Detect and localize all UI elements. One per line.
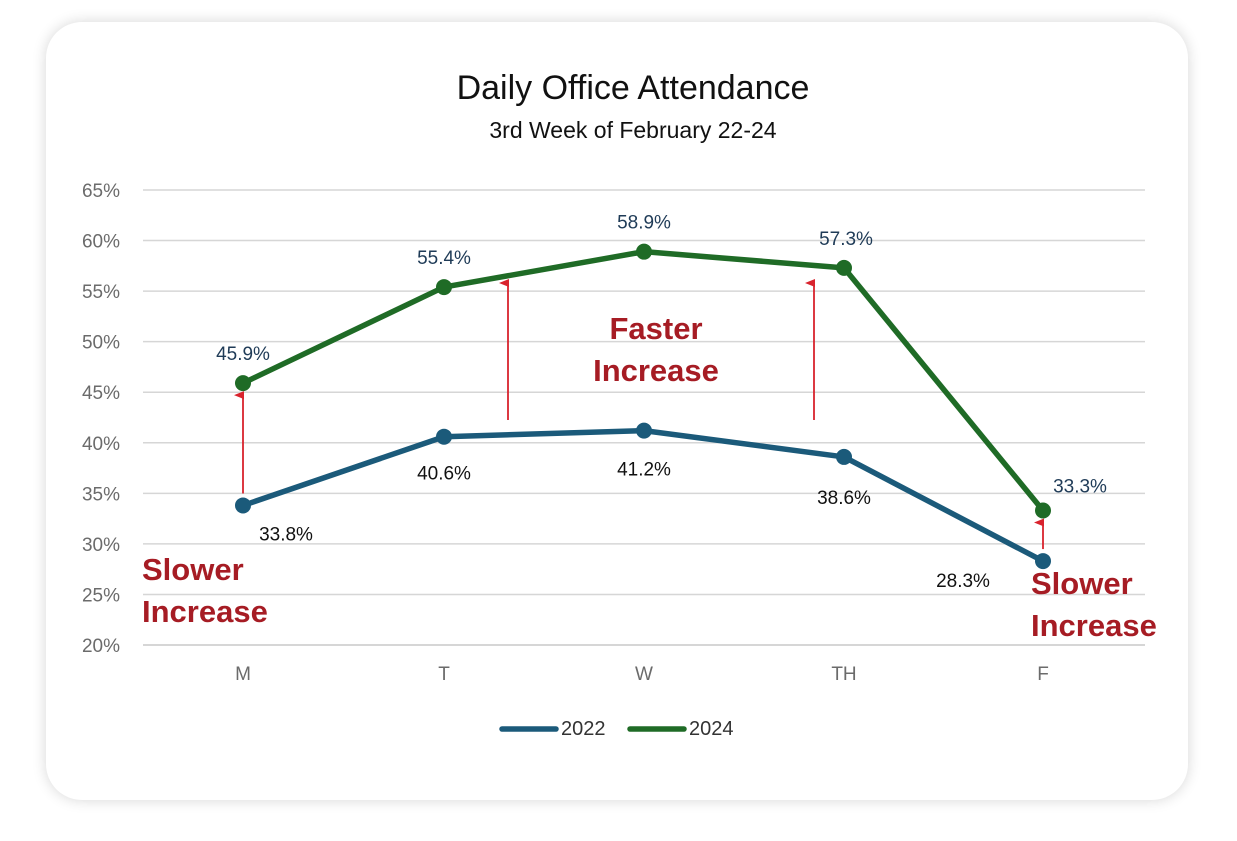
data-label-2022: 38.6% — [817, 488, 871, 509]
callout-middle-line1: Faster — [609, 311, 702, 346]
y-tick-label: 40% — [82, 434, 120, 455]
callout-middle: Faster Increase — [593, 311, 719, 388]
callout-middle-line2: Increase — [593, 353, 719, 388]
x-tick-label: W — [635, 664, 653, 685]
legend-label-2024: 2024 — [689, 718, 734, 740]
series-group — [235, 243, 1051, 570]
y-tick-label: 45% — [82, 383, 120, 404]
x-axis: M T W TH F — [235, 664, 1049, 685]
x-tick-label: T — [438, 664, 450, 685]
y-axis: 20% 25% 30% 35% 40% 45% 50% 55% 60% 65% — [82, 181, 120, 657]
legend: 2022 2024 — [499, 718, 734, 740]
callout-left-line1: Slower — [142, 552, 244, 587]
callout-right: Slower Increase — [1031, 566, 1157, 643]
data-label-2024: 45.9% — [216, 344, 270, 365]
data-point-2024 — [1035, 502, 1051, 519]
data-label-2022: 41.2% — [617, 460, 671, 481]
data-point-2022 — [1035, 553, 1051, 570]
callout-left-line2: Increase — [142, 594, 268, 629]
data-point-2024 — [235, 375, 251, 392]
data-labels: 33.8% 40.6% 41.2% 38.6% 28.3% 45.9% 55.4% 58.9%… — [216, 213, 1107, 592]
y-tick-label: 20% — [82, 636, 120, 657]
chart-subtitle: 3rd Week of February 22-24 — [489, 117, 776, 143]
y-tick-label: 65% — [82, 181, 120, 202]
data-label-2024: 57.3% — [819, 229, 873, 250]
data-point-2024 — [636, 243, 652, 260]
gridlines — [143, 189, 1145, 646]
callout-right-line2: Increase — [1031, 608, 1157, 643]
series-line-2022 — [240, 427, 1046, 564]
data-label-2024: 33.3% — [1053, 477, 1107, 498]
x-tick-label: F — [1037, 664, 1049, 685]
x-tick-label: TH — [831, 664, 856, 685]
data-label-2022: 33.8% — [259, 524, 313, 545]
data-point-2022 — [636, 422, 652, 439]
data-point-2024 — [836, 259, 852, 276]
data-label-2024: 58.9% — [617, 213, 671, 234]
data-label-2022: 40.6% — [417, 464, 471, 485]
increase-arrows — [234, 279, 1044, 550]
y-tick-label: 25% — [82, 585, 120, 606]
callout-right-line1: Slower — [1031, 566, 1133, 601]
y-tick-label: 35% — [82, 484, 120, 505]
data-point-2022 — [836, 448, 852, 465]
y-tick-label: 30% — [82, 535, 120, 556]
data-label-2024: 55.4% — [417, 248, 471, 269]
chart-card — [46, 22, 1188, 800]
x-tick-label: M — [235, 664, 251, 685]
y-tick-label: 55% — [82, 282, 120, 303]
data-label-2022: 28.3% — [936, 571, 990, 592]
y-tick-label: 60% — [82, 232, 120, 253]
legend-label-2022: 2022 — [561, 718, 606, 740]
callout-left: Slower Increase — [142, 552, 268, 629]
chart-title: Daily Office Attendance — [457, 69, 810, 107]
data-point-2024 — [436, 279, 452, 296]
data-point-2022 — [436, 428, 452, 445]
y-tick-label: 50% — [82, 333, 120, 354]
data-point-2022 — [235, 497, 251, 514]
